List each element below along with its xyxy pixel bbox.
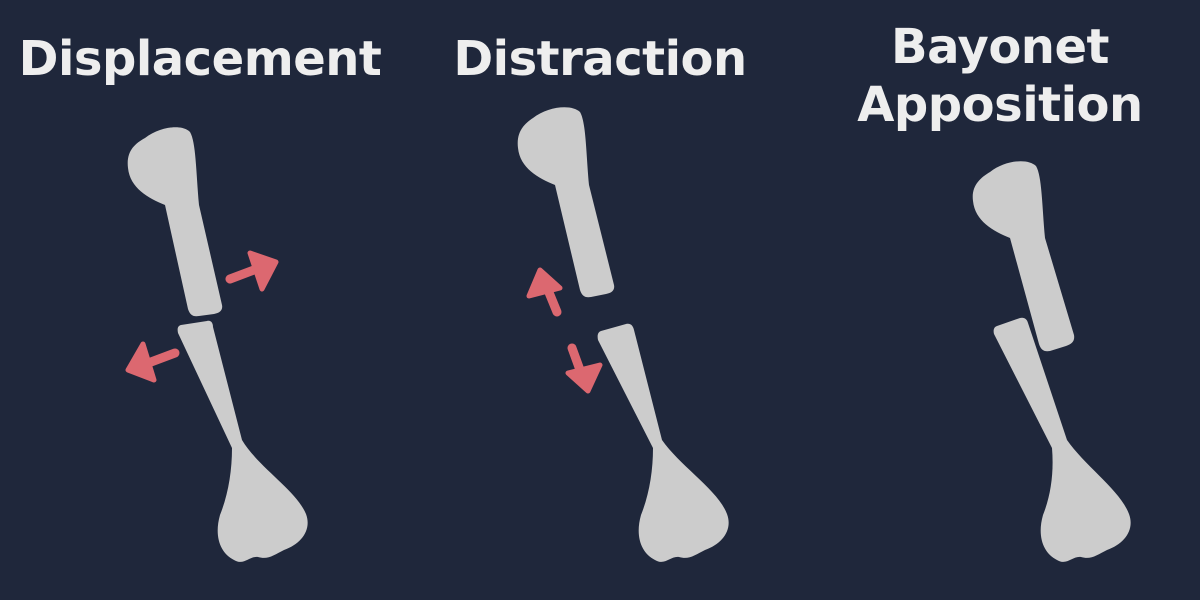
- distraction-figure: [517, 107, 729, 562]
- arrow-down: [565, 343, 603, 394]
- title-line: Distraction: [453, 31, 747, 87]
- arrow-down-left: [125, 341, 180, 383]
- arrow-up: [526, 267, 563, 317]
- lower-bone-fragment: [177, 320, 308, 562]
- arrow-up-right: [225, 250, 279, 292]
- displacement-figure: [125, 127, 308, 562]
- title-line: Bayonet: [891, 19, 1109, 75]
- bayonet-apposition-figure: [972, 161, 1131, 562]
- upper-bone-fragment: [972, 161, 1075, 352]
- title-line: Apposition: [857, 77, 1143, 133]
- upper-bone-fragment: [127, 127, 223, 317]
- upper-bone-fragment: [517, 107, 615, 298]
- panel-bayonet-apposition: Bayonet Apposition: [800, 0, 1200, 600]
- panel-title-displacement: Displacement: [0, 30, 400, 88]
- title-line: Displacement: [18, 31, 382, 87]
- panel-title-distraction: Distraction: [400, 30, 800, 88]
- panel-distraction: Distraction: [400, 0, 800, 600]
- panel-title-bayonet-apposition: Bayonet Apposition: [800, 18, 1200, 134]
- lower-bone-fragment: [597, 323, 729, 562]
- panel-displacement: Displacement: [0, 0, 400, 600]
- lower-bone-fragment: [993, 317, 1131, 562]
